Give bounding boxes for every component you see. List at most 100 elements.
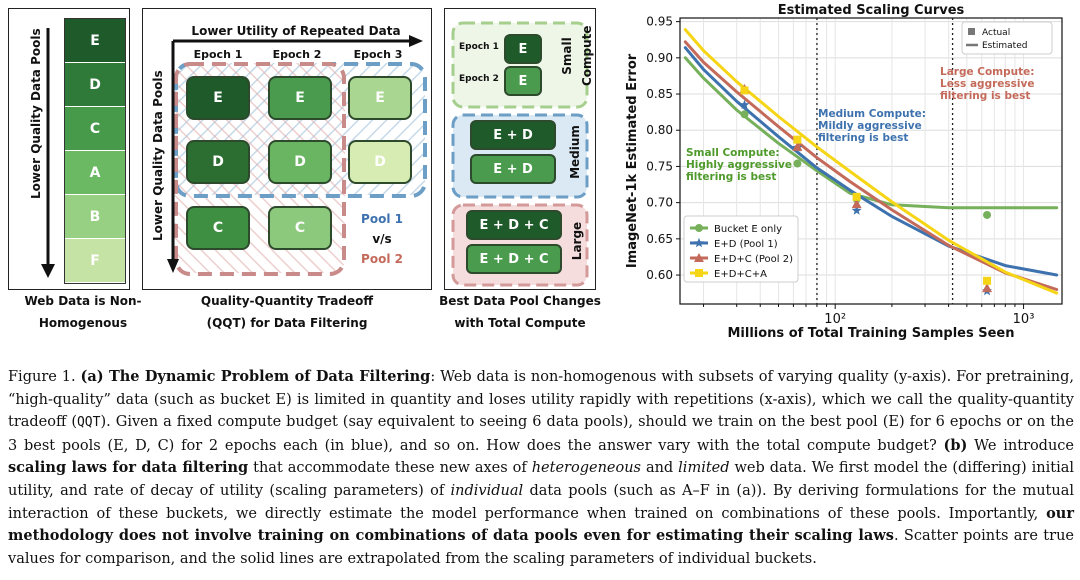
small-block-2: E <box>504 66 542 96</box>
y-tick-label-6: 0.90 <box>646 51 673 65</box>
pool-2-label: Pool 2 <box>361 252 403 266</box>
caption-b-bold-2: our methodology does not involve trainin… <box>8 504 1074 545</box>
panel-b-caption-2: (QQT) for Data Filtering <box>206 316 368 330</box>
panel-c-caption-2: with Total Compute <box>454 316 586 330</box>
small-compute-label-2: Compute <box>580 25 594 86</box>
caption-fig-label: Figure 1. <box>8 369 76 385</box>
x-tick-label-0: 10² <box>824 312 846 327</box>
caption-qqt: QQT <box>76 415 101 431</box>
actual-point-2-3 <box>982 283 993 293</box>
top-legend-actual-marker <box>968 28 975 35</box>
y-tick-label-0: 0.60 <box>646 268 673 282</box>
pool-cell-a: A <box>65 151 125 195</box>
caption-a-text-1: : Web data is non-homogenous with subset… <box>8 369 1075 431</box>
actual-point-1-0 <box>739 99 750 110</box>
small-epoch-2: Epoch 2 <box>459 74 499 84</box>
actual-point-3-2 <box>852 192 861 201</box>
legend-label-3: E+D+C+A <box>714 269 767 280</box>
qqt-block-c-2: C <box>268 206 332 250</box>
actual-point-3-3 <box>983 276 992 285</box>
chart-title: Estimated Scaling Curves <box>778 3 965 18</box>
series-line-3 <box>683 28 1059 295</box>
small-epoch-1: Epoch 1 <box>459 42 499 52</box>
actual-point-3-0 <box>740 86 749 95</box>
panel-c-caption-1: Best Data Pool Changes <box>439 294 601 308</box>
annotation-0-line-0: Small Compute: <box>686 147 780 159</box>
pool-cell-b: B <box>65 195 125 239</box>
caption-b-text-4: web data. We first model the (differing)… <box>8 460 1074 499</box>
qqt-block-d-2: D <box>268 140 332 184</box>
y-tick-label-5: 0.85 <box>646 87 673 101</box>
annotation-2-line-0: Large Compute: <box>940 66 1034 78</box>
small-compute-label-1: Small <box>560 37 574 75</box>
annotation-2-line-2: filtering is best <box>940 90 1030 102</box>
actual-point-0-1 <box>793 159 802 168</box>
x-tick-label-1: 10³ <box>1013 312 1035 327</box>
caption-a-text-2: ). Given a fixed compute budget (say equ… <box>8 414 1074 454</box>
medium-block-1: E + D <box>470 120 556 150</box>
y-tick-label-1: 0.65 <box>646 232 673 246</box>
y-tick-label-2: 0.70 <box>646 196 673 210</box>
qqt-block-c-1: C <box>186 206 250 250</box>
annotation-1-line-2: filtering is best <box>818 132 908 144</box>
caption-b-text-2: that accommodate these new axes of <box>248 460 532 477</box>
y-tick-label-7: 0.95 <box>646 15 673 29</box>
actual-point-3-1 <box>793 135 802 144</box>
epoch-2-label: Epoch 2 <box>272 48 322 61</box>
caption-b-text-6: . Scatter points are true values for com… <box>8 528 1074 567</box>
actual-point-2-1 <box>792 141 803 151</box>
caption-b-ital-1: heterogeneous <box>531 460 641 477</box>
annotation-1-line-0: Medium Compute: <box>818 108 926 120</box>
large-label: Large <box>570 221 584 261</box>
panel-a-caption-2: Homogenous <box>38 316 128 330</box>
small-block-1: E <box>504 34 542 64</box>
top-legend-estimated-text: Estimated <box>982 41 1027 51</box>
scaling-chart: 0.60 0.65 0.70 0.75 0.80 0.85 0.90 0.95 10² 10³ Es… <box>625 3 1063 340</box>
caption-b-bold-1: scaling laws for data filtering <box>8 459 249 477</box>
panel-a-caption-1: Web Data is Non- <box>24 294 142 308</box>
vs-label: v/s <box>372 232 392 246</box>
top-legend-actual-text: Actual <box>982 28 1010 38</box>
top-legend-box <box>961 21 1053 55</box>
chart-ylabel: ImageNet-1k Estimated Error <box>625 53 640 268</box>
epoch-3-label: Epoch 3 <box>353 48 403 61</box>
qqt-block-d-1: D <box>186 140 250 184</box>
epoch-1-label: Epoch 1 <box>193 48 243 61</box>
series-line-2 <box>683 40 1059 291</box>
pool-1-label: Pool 1 <box>361 212 403 226</box>
annotation-1-line-1: Mildly aggressive <box>818 120 922 132</box>
qqt-block-d-3: D <box>348 140 412 184</box>
panel-a-down-arrow <box>41 28 55 278</box>
pool-cell-f: F <box>65 239 125 283</box>
qqt-block-e-3: E <box>348 76 412 120</box>
series-legend-box <box>683 215 799 283</box>
caption-b-ital-2: limited <box>678 460 730 477</box>
panel-b-caption-1: Quality-Quantity Tradeoff <box>200 294 374 308</box>
qqt-block-e-2: E <box>268 76 332 120</box>
y-tick-label-4: 0.80 <box>646 123 673 137</box>
caption-b-label: (b) <box>943 436 968 454</box>
legend-label-2: E+D+C (Pool 2) <box>714 254 793 265</box>
actual-point-2-2 <box>851 199 862 209</box>
panel-b-side-label: Lower Quality Data Pools <box>151 70 165 241</box>
legend-label-0: Bucket E only <box>714 224 782 235</box>
medium-block-2: E + D <box>470 154 556 184</box>
large-block-2: E + D + C <box>466 244 562 274</box>
caption-b-text-5: data pools (such as A–F in (a)). By deri… <box>8 482 1075 522</box>
caption-b-ital-3: individual <box>450 482 524 499</box>
actual-point-0-3 <box>983 210 992 219</box>
caption-b-text-1: We introduce <box>967 437 1075 454</box>
qqt-block-e-1: E <box>186 76 250 120</box>
panel-b-top-label: Lower Utility of Repeated Data <box>191 24 401 38</box>
legend-marker-0 <box>695 224 703 232</box>
actual-point-1-2 <box>851 205 862 215</box>
plot-frame <box>679 17 1063 305</box>
legend-marker-1 <box>694 237 704 248</box>
annotation-0-line-1: Highly aggressive <box>686 159 792 171</box>
large-block-1: E + D + C <box>466 210 562 240</box>
pool-cell-d: D <box>65 63 125 107</box>
y-tick-label-3: 0.75 <box>646 159 673 173</box>
caption-a-label: (a) The Dynamic Problem of Data Filterin… <box>80 368 431 385</box>
legend-marker-3 <box>695 269 703 277</box>
